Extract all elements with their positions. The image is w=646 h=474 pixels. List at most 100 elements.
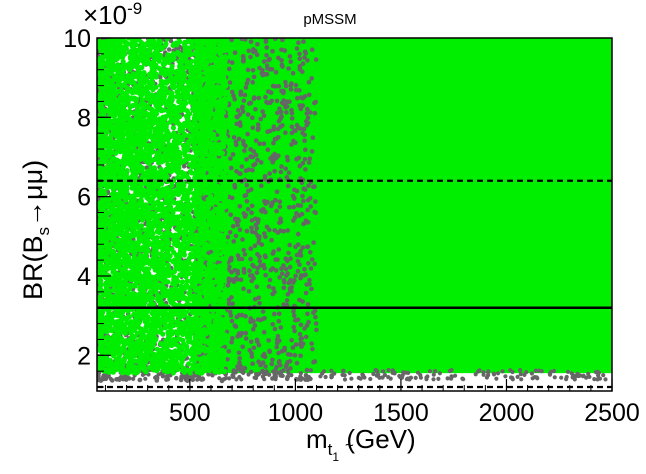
data-point-grey [302, 267, 307, 272]
data-point-grey [349, 376, 354, 381]
data-point-grey [270, 266, 276, 271]
data-point-grey [262, 266, 267, 271]
data-point-grey [250, 68, 256, 73]
data-point-grey [263, 39, 269, 44]
data-point-grey [283, 80, 288, 85]
data-point-grey [382, 372, 387, 378]
data-point-grey [298, 126, 303, 131]
data-point-grey [289, 373, 294, 378]
data-point-grey [228, 156, 233, 161]
data-point-grey [263, 201, 268, 206]
data-point-grey [291, 138, 296, 144]
data-point-grey [131, 376, 136, 381]
data-point-grey [341, 368, 346, 373]
data-point-grey [275, 337, 280, 342]
data-point-grey [308, 110, 313, 115]
data-point-grey [240, 344, 245, 350]
data-point-grey [229, 339, 234, 345]
data-point-grey [303, 334, 309, 340]
data-point-grey [236, 312, 242, 318]
data-point-grey [271, 249, 277, 254]
data-point-grey [313, 321, 319, 326]
data-point-grey [300, 376, 305, 381]
data-point-grey [266, 284, 272, 289]
data-point-grey [311, 310, 316, 316]
data-point-grey [309, 76, 315, 81]
data-point-grey [249, 203, 255, 209]
data-point-grey [251, 327, 256, 332]
data-point-grey [264, 45, 270, 50]
data-point-grey [289, 110, 295, 116]
data-point-grey [229, 195, 235, 201]
data-point-grey [362, 375, 367, 380]
data-point-grey [445, 376, 450, 381]
data-point-grey [243, 313, 248, 319]
data-point-grey [449, 374, 454, 379]
data-point-grey [272, 311, 277, 317]
data-point-grey [287, 242, 293, 248]
data-point-grey [437, 371, 442, 376]
data-point-grey [256, 359, 261, 365]
data-point-grey [226, 66, 232, 72]
data-point-grey [225, 357, 230, 362]
data-point-grey [433, 369, 438, 374]
data-point-grey [453, 373, 458, 378]
data-point-grey [101, 373, 106, 378]
data-point-grey [273, 257, 278, 262]
data-point-grey [250, 125, 256, 131]
data-point-grey [250, 80, 255, 85]
data-point-grey [368, 376, 373, 382]
data-point-grey [233, 216, 238, 222]
data-point-grey [246, 188, 251, 194]
data-point-grey [302, 138, 307, 143]
data-point-grey [303, 147, 308, 152]
data-point-grey [601, 373, 606, 378]
data-point-grey [301, 39, 306, 44]
data-point-grey [301, 126, 307, 132]
data-point-grey [244, 81, 250, 86]
data-point-grey [592, 377, 597, 382]
data-point-grey [300, 69, 305, 74]
data-point-grey [281, 285, 287, 291]
data-point-grey [305, 311, 310, 317]
data-point-grey [263, 254, 268, 260]
data-point-grey [261, 330, 267, 335]
data-point-grey [286, 370, 291, 376]
data-point-grey [287, 205, 292, 210]
data-point-grey [270, 357, 275, 363]
data-point-grey [258, 160, 264, 165]
data-point-grey [500, 369, 505, 374]
data-point-grey [283, 130, 288, 135]
data-point-grey [292, 352, 298, 358]
data-point-grey [241, 286, 246, 292]
data-point-grey [153, 375, 158, 380]
data-point-grey [278, 109, 284, 115]
data-point-grey [240, 237, 245, 242]
data-point-grey [253, 152, 259, 158]
data-point-grey [312, 110, 318, 116]
data-point-grey [253, 222, 259, 228]
data-point-grey [297, 51, 302, 57]
data-point-grey [251, 345, 257, 351]
data-point-grey [245, 67, 251, 73]
data-point-grey [257, 371, 262, 376]
data-point-grey [246, 372, 251, 377]
data-point-grey [231, 93, 236, 98]
data-point-grey [250, 115, 255, 121]
data-point-grey [183, 374, 188, 379]
data-point-grey [282, 345, 287, 351]
data-point-grey [232, 268, 238, 273]
data-point-grey [236, 136, 242, 142]
data-point-grey [179, 376, 184, 381]
data-point-grey [228, 212, 233, 218]
data-point-grey [235, 277, 240, 282]
data-point-grey [240, 109, 246, 114]
data-point-grey [283, 364, 289, 369]
data-point-grey [245, 112, 251, 117]
data-point-grey [274, 98, 280, 104]
data-point-grey [272, 228, 278, 233]
data-point-grey [242, 252, 248, 257]
data-point-grey [283, 83, 289, 89]
data-point-grey [238, 368, 243, 373]
data-point-grey [360, 372, 365, 377]
